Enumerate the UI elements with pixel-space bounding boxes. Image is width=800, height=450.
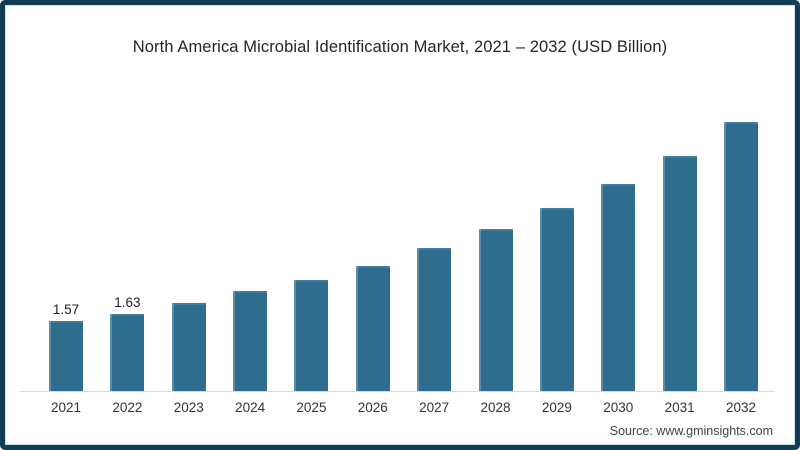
- bar: [601, 183, 636, 391]
- source-text: Source: www.gminsights.com: [609, 424, 773, 438]
- x-tick-label: 2021: [50, 400, 82, 415]
- plot-area: 1.57 2021 1.63 2022 2023 2024 2025 2026 2027 2028…: [49, 100, 758, 415]
- chart-title: North America Microbial Identification M…: [132, 38, 668, 56]
- x-tick-label: 2029: [541, 400, 572, 415]
- bar-column: 2031: [662, 100, 697, 415]
- bar-column: 2032: [723, 100, 758, 415]
- x-tick-label: 2031: [664, 400, 695, 415]
- bar-value-label: 1.63: [114, 295, 141, 311]
- bar: [110, 314, 145, 391]
- bar: [539, 208, 574, 391]
- x-axis-line: [20, 391, 775, 392]
- bar: [294, 279, 329, 391]
- bar: [49, 320, 83, 391]
- x-tick-label: 2024: [235, 400, 266, 415]
- x-tick-label: 2025: [296, 400, 327, 415]
- bar: [478, 229, 513, 391]
- bar-column: 2026: [355, 100, 390, 415]
- bar-column: 2025: [294, 100, 329, 415]
- x-tick-label: 2022: [112, 400, 143, 415]
- bar-column: 2029: [539, 100, 574, 415]
- x-tick-label: 2023: [173, 400, 204, 415]
- bar-value-label: 1.57: [52, 301, 80, 317]
- bar-column: 2027: [417, 100, 452, 415]
- x-tick-label: 2030: [603, 400, 634, 415]
- bar: [723, 122, 758, 391]
- bar-columns: 1.57 2021 1.63 2022 2023 2024 2025 2026 2027 2028…: [49, 100, 758, 415]
- bar-column: 2030: [601, 100, 636, 415]
- x-tick-label: 2026: [357, 400, 388, 415]
- bar-column: 2024: [233, 100, 268, 415]
- bar-column: 2028: [478, 100, 513, 415]
- bar: [662, 155, 697, 391]
- bar-column: 1.63 2022: [110, 100, 145, 415]
- bar-column: 1.57 2021: [49, 100, 83, 415]
- bar: [417, 248, 452, 391]
- bar: [233, 290, 268, 391]
- bar-column: 2023: [171, 100, 206, 415]
- bar: [171, 302, 206, 391]
- x-tick-label: 2028: [480, 400, 511, 415]
- x-tick-label: 2032: [725, 400, 756, 415]
- bar: [355, 266, 390, 391]
- x-tick-label: 2027: [419, 400, 450, 415]
